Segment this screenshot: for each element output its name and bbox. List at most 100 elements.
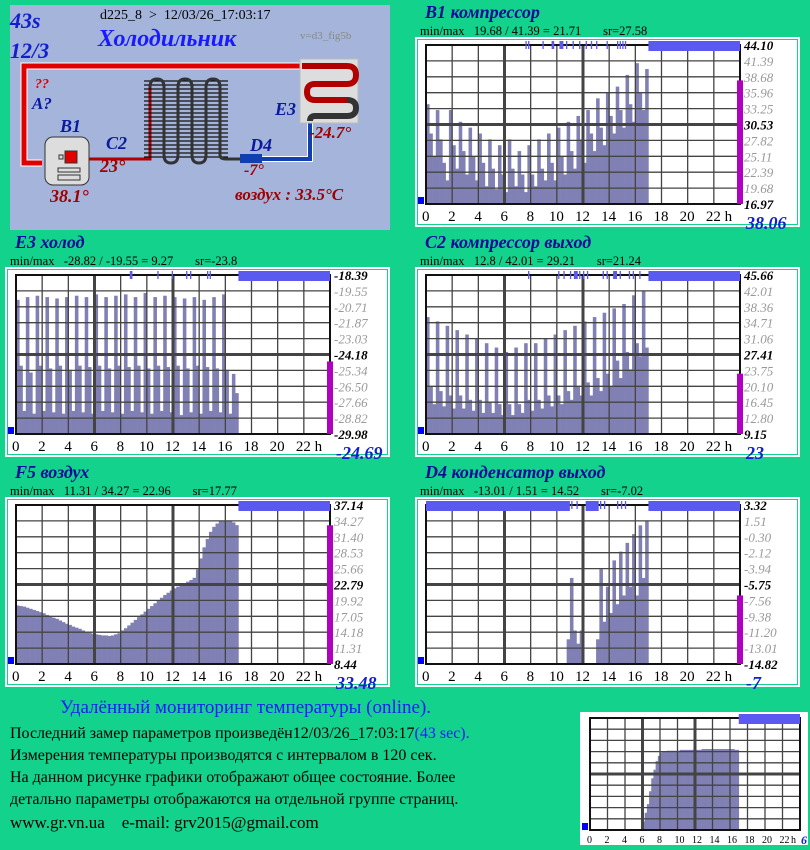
y-tick-label: 17.05: [334, 609, 364, 624]
status-segment: [617, 41, 619, 49]
chart-svg: 45.6642.0138.3634.7131.0627.4123.7520.10…: [418, 268, 774, 460]
y-tick-label: -21.87: [334, 316, 368, 331]
data-bar: [25, 297, 30, 434]
chart-panel-e3: E3 холод min/max -28.82 / -19.55 = 9.27 …: [0, 230, 400, 460]
status-segment: [622, 41, 624, 49]
data-bar: [29, 608, 33, 664]
data-bar: [618, 110, 623, 204]
data-bar: [602, 621, 607, 664]
status-segment: [628, 271, 631, 279]
chart-minmax: min/max -28.82 / -19.55 = 9.27 sr=-23.8: [10, 254, 238, 268]
version-label: v=d3_fig5b: [300, 30, 352, 42]
data-bar: [721, 749, 724, 830]
status-segment: [585, 41, 587, 49]
data-bar: [205, 367, 210, 434]
data-bar: [708, 749, 711, 830]
chart-title: B1 компрессор: [425, 2, 540, 22]
status-segment: [639, 271, 641, 279]
y-tick-label: -0.30: [744, 530, 772, 545]
data-bar: [491, 168, 495, 204]
x-tick-label: 12: [575, 439, 590, 455]
data-bar: [573, 325, 577, 434]
data-bar: [645, 69, 649, 204]
data-bar: [484, 343, 489, 434]
start-marker: [418, 657, 424, 664]
data-bar: [159, 597, 164, 664]
email-link[interactable]: e-mail: grv2015@gmail.com: [121, 813, 319, 832]
data-bar: [442, 406, 446, 434]
data-bar: [497, 404, 502, 434]
status-segment: [551, 41, 555, 49]
data-bar: [628, 586, 633, 664]
data-bar: [566, 639, 571, 664]
chart-svg: 37.1434.2731.4028.5325.6622.7919.9217.05…: [8, 498, 377, 690]
thumbnail-chart[interactable]: 0 2 4 6 8 10 12 14 16 18 20 22 h 6: [580, 712, 810, 847]
y-tick-label: 9.15: [744, 427, 767, 442]
data-bar: [32, 609, 36, 664]
status-segment: [738, 714, 800, 724]
website-link[interactable]: www.gr.vn.ua: [10, 813, 105, 832]
data-bar: [675, 750, 678, 830]
x-tick-label: 2: [38, 439, 46, 455]
condenser-radiator: [144, 77, 242, 165]
data-bar: [547, 133, 551, 204]
status-segment: [542, 41, 544, 49]
air-temperature: воздух : 33.5°C: [235, 185, 344, 204]
y-tick-label: 38.36: [743, 300, 774, 315]
data-bar: [455, 168, 460, 204]
data-bar: [465, 174, 469, 204]
c2-label: C2: [106, 133, 128, 153]
data-bar: [481, 412, 486, 434]
data-bar: [19, 365, 23, 434]
status-segment: [648, 501, 740, 511]
data-bar: [137, 365, 141, 434]
data-bar: [569, 399, 574, 434]
data-bar: [679, 749, 683, 830]
data-bar: [730, 749, 733, 830]
x-tick-label: 4: [622, 835, 627, 846]
data-bar: [159, 410, 164, 434]
data-bar: [649, 791, 652, 830]
data-bar: [662, 751, 665, 830]
data-bar: [51, 412, 56, 434]
x-tick-label: 18: [745, 835, 755, 846]
data-bar: [576, 643, 581, 664]
refrigerator-diagram: 43s 12/3 d225_8 > 12/03/26_17:03:17 Холо…: [10, 5, 390, 230]
y-tick-label: -7.56: [744, 593, 772, 608]
data-bar: [146, 608, 151, 664]
data-bar: [589, 395, 594, 434]
x-tick-label: 20: [270, 669, 285, 685]
status-segment: [620, 501, 623, 509]
data-bar: [533, 343, 538, 434]
data-bar: [231, 522, 236, 664]
data-bar: [586, 110, 590, 204]
data-bar: [16, 299, 20, 434]
data-bar: [25, 607, 30, 664]
data-bar: [199, 413, 203, 434]
interval-text: Измерения температуры производятся с инт…: [10, 747, 437, 764]
data-bar: [429, 133, 433, 204]
data-bar: [690, 749, 694, 830]
data-bar: [573, 630, 577, 664]
data-bar: [22, 410, 27, 434]
data-bar: [641, 110, 646, 204]
data-bar: [48, 616, 53, 664]
chart-minmax: min/max 19.68 / 41.39 = 21.71 sr=27.58: [420, 24, 648, 38]
chart-frame-border: [7, 499, 388, 685]
data-bar: [478, 133, 482, 204]
y-tick-label: -5.75: [744, 578, 772, 593]
x-tick-label: 8: [527, 439, 535, 455]
data-bar: [133, 297, 138, 434]
data-bar: [212, 526, 216, 664]
data-bar: [120, 630, 125, 664]
data-bar: [596, 378, 600, 434]
data-bar: [566, 391, 571, 434]
y-tick-label: -19.55: [334, 284, 368, 299]
data-bar: [432, 404, 437, 434]
x-tick-label: 12: [575, 669, 590, 685]
y-tick-label: -24.18: [334, 348, 368, 363]
data-bar: [668, 750, 672, 830]
data-bar: [228, 521, 233, 664]
status-segment: [606, 41, 608, 49]
x-tick-label: 0: [422, 209, 430, 225]
